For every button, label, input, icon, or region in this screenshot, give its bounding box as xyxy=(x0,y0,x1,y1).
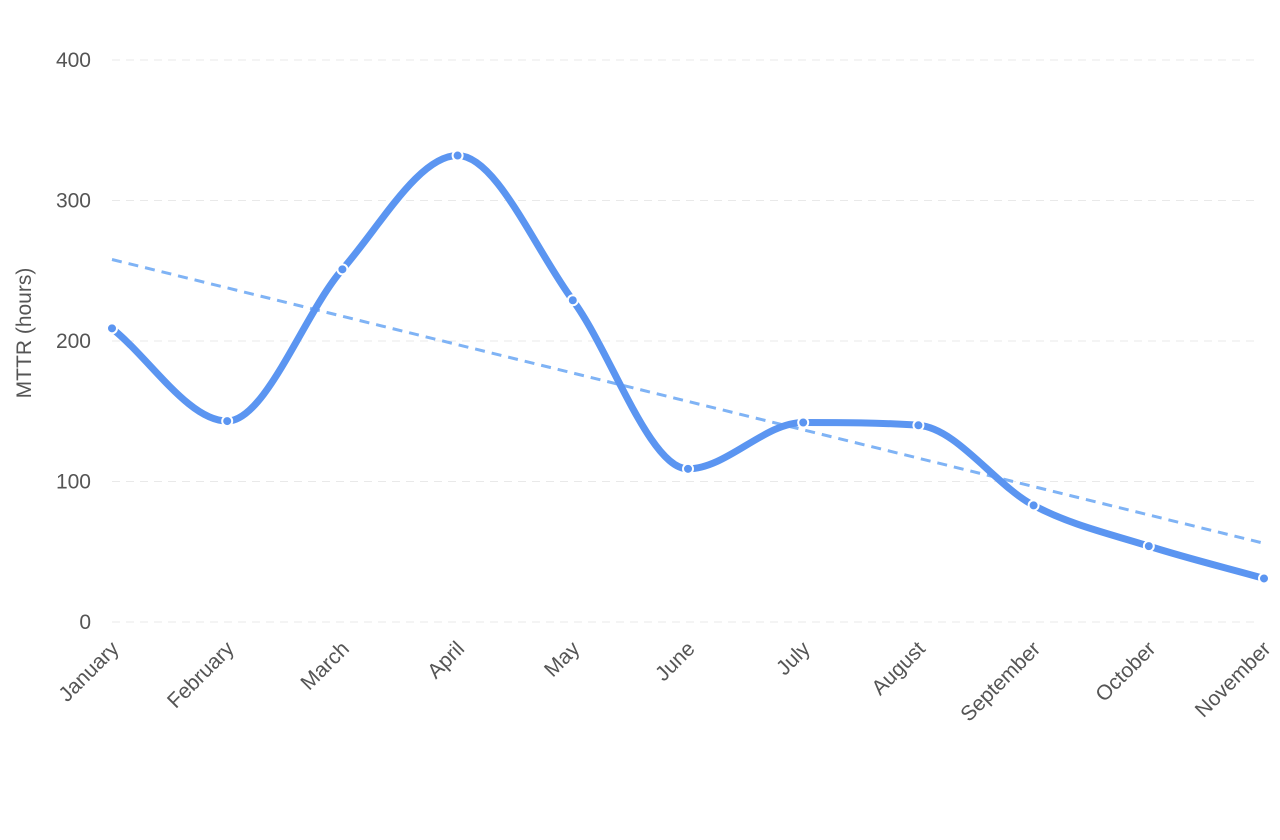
data-point[interactable] xyxy=(336,263,349,276)
x-tick-label: April xyxy=(423,637,469,683)
trendline-group xyxy=(111,258,1265,545)
x-tick-label: July xyxy=(772,637,815,680)
data-points xyxy=(106,149,1270,585)
data-point[interactable] xyxy=(682,462,694,475)
data-point[interactable] xyxy=(797,416,810,429)
data-point[interactable] xyxy=(1027,499,1040,512)
y-axis-ticks: 0 100 200 300 400 xyxy=(56,49,91,634)
x-tick-label: October xyxy=(1091,637,1160,706)
y-tick-label: 300 xyxy=(56,190,91,213)
y-tick-label: 100 xyxy=(56,471,91,494)
y-tick-label: 400 xyxy=(56,49,91,72)
data-point[interactable] xyxy=(221,415,234,428)
x-axis-ticks: January February March April May June July Augu… xyxy=(54,637,1275,726)
x-tick-label: June xyxy=(651,637,699,685)
data-point[interactable] xyxy=(1142,540,1155,553)
grid-lines xyxy=(112,59,1258,623)
y-tick-label: 0 xyxy=(79,611,91,634)
x-tick-label: September xyxy=(956,637,1045,726)
x-tick-label: March xyxy=(296,637,354,695)
trendline xyxy=(111,258,1265,545)
x-tick-label: August xyxy=(867,637,930,700)
data-point[interactable] xyxy=(912,419,925,432)
series-line xyxy=(108,152,1268,582)
data-point[interactable] xyxy=(566,294,579,307)
data-point[interactable] xyxy=(106,322,118,335)
x-tick-label: January xyxy=(54,637,123,706)
y-axis-title: MTTR (hours) xyxy=(13,268,36,399)
y-tick-label: 200 xyxy=(56,330,91,353)
data-point[interactable] xyxy=(451,149,464,162)
x-tick-label: May xyxy=(540,637,585,682)
x-tick-label: February xyxy=(163,637,239,713)
series-group xyxy=(108,152,1268,582)
x-tick-label: November xyxy=(1191,637,1276,722)
data-point[interactable] xyxy=(1258,572,1270,585)
